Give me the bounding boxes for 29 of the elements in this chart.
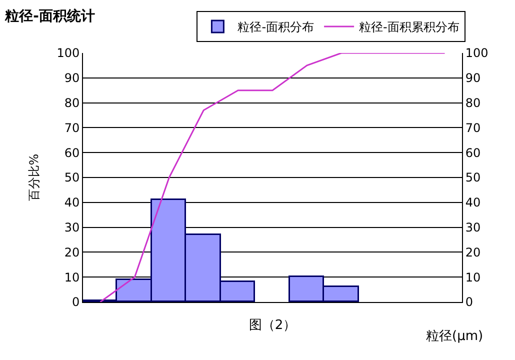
y-tick-label: 20 [64, 245, 80, 260]
y-tick-label: 100 [56, 46, 80, 60]
y-tick-label: 50 [64, 170, 80, 185]
y2-tick-label: 20 [465, 245, 481, 260]
y2-tick-label: 40 [465, 196, 481, 210]
y-axis-title: 百分比% [26, 154, 41, 202]
y2-tick-label: 90 [465, 71, 481, 86]
y-tick-label: 10 [64, 270, 80, 284]
y2-tick-label: 60 [465, 146, 481, 160]
y2-tick-label: 70 [465, 120, 481, 135]
y2-tick-label: 30 [465, 220, 481, 234]
y-tick-label: 90 [64, 71, 80, 86]
line-series [99, 53, 446, 302]
y-tick-label: 30 [64, 220, 80, 234]
y-tick-label: 70 [64, 120, 80, 135]
y-tick-label: 40 [64, 196, 80, 210]
y2-tick-label: 80 [465, 96, 481, 110]
y-tick-label: 80 [64, 96, 80, 110]
y2-tick-label: 100 [465, 46, 488, 60]
x-axis-title: 图（2） [248, 318, 296, 333]
chart-title: 粒径-面积统计 [4, 8, 95, 25]
y-tick-label: 60 [64, 146, 80, 160]
y2-tick-label: 0 [465, 295, 474, 310]
y2-tick-label: 50 [465, 170, 481, 185]
legend-label: 粒径-面积累积分布 [359, 20, 460, 34]
y2-tick-label: 10 [465, 270, 481, 284]
text: 粒径(μm) [426, 329, 484, 344]
y-tick-label: 0 [72, 295, 80, 310]
legend-label: 粒径-面积分布 [238, 20, 314, 34]
